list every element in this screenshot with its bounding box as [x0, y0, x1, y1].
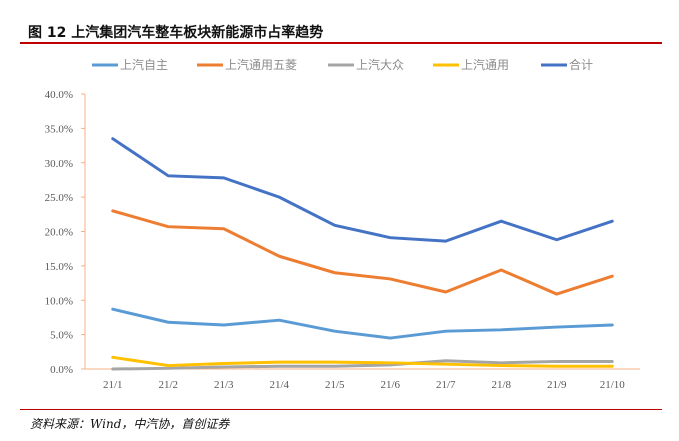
title-divider — [20, 42, 662, 44]
y-tick-label: 25.0% — [45, 192, 73, 204]
figure-title: 图 12 上汽集团汽车整车板块新能源市占率趋势 — [28, 25, 324, 41]
series-line-0 — [111, 307, 614, 340]
x-tick-label: 21/10 — [600, 379, 626, 391]
x-tick-label: 21/3 — [214, 379, 234, 391]
legend-label: 上汽大众 — [356, 57, 404, 72]
series-line-3 — [111, 355, 614, 368]
source-note: 资料来源：Wind，中汽协，首创证券 — [30, 417, 230, 431]
x-tick-label: 21/4 — [269, 379, 289, 391]
legend-label: 上汽通用 — [461, 57, 509, 72]
x-tick-label: 21/1 — [103, 379, 123, 391]
series-line-1 — [111, 209, 614, 296]
series-line-4 — [111, 137, 614, 243]
y-tick-label: 20.0% — [45, 227, 73, 239]
x-tick-label: 21/6 — [380, 379, 400, 391]
y-tick-label: 5.0% — [50, 330, 73, 342]
legend-label: 合计 — [569, 57, 593, 72]
y-tick-label: 40.0% — [45, 89, 73, 101]
source-divider — [20, 409, 662, 410]
y-tick-label: 10.0% — [45, 295, 73, 307]
legend-label: 上汽自主 — [120, 57, 168, 72]
y-tick-label: 0.0% — [50, 364, 73, 376]
y-tick-label: 30.0% — [45, 158, 73, 170]
series-line-2 — [111, 359, 614, 371]
x-tick-label: 21/5 — [325, 379, 345, 391]
x-tick-label: 21/8 — [491, 379, 511, 391]
legend-label: 上汽通用五菱 — [225, 57, 297, 72]
x-tick-label: 21/2 — [158, 379, 178, 391]
y-tick-label: 35.0% — [45, 123, 73, 135]
x-tick-label: 21/9 — [547, 379, 567, 391]
x-tick-label: 21/7 — [436, 379, 456, 391]
y-tick-label: 15.0% — [45, 261, 73, 273]
